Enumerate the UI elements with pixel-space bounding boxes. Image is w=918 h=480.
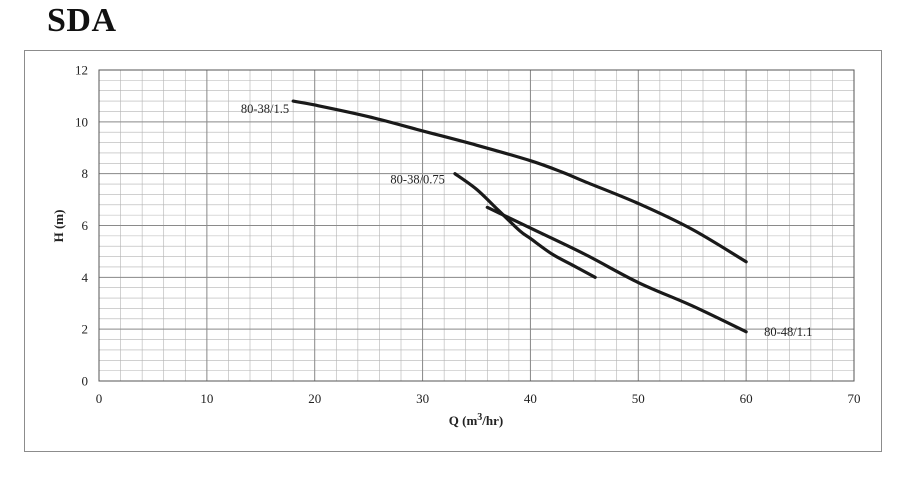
x-tick-label: 50 [632,391,645,406]
y-tick-label: 6 [82,218,89,233]
y-tick-label: 10 [75,114,88,129]
series-line-2 [453,172,597,279]
x-axis-label-post: /hr) [481,413,503,428]
x-axis-label-sup: 3 [477,412,482,423]
x-tick-labels: 0 10 20 30 40 50 60 70 [96,391,861,406]
series-line-3 [485,205,748,334]
x-tick-label: 0 [96,391,103,406]
series-labels: 80-38/1.5 80-38/0.75 80-48/1.1 [241,102,813,339]
x-tick-label: 20 [308,391,321,406]
series-lines [291,99,748,334]
x-tick-label: 10 [200,391,213,406]
x-tick-label: 40 [524,391,537,406]
plot-area-border [98,69,855,382]
y-tick-labels: 0 2 4 6 8 10 12 [75,63,89,389]
x-axis-label-pre: Q (m [449,413,478,428]
chart-frame [24,50,882,452]
series-label-3: 80-48/1.1 [764,325,812,339]
y-tick-label: 8 [82,166,89,181]
y-tick-label: 4 [82,270,89,285]
x-axis-label: Q (m3/hr) [449,412,503,428]
x-tick-label: 60 [740,391,753,406]
x-tick-label: 30 [416,391,429,406]
y-tick-label: 2 [82,322,89,337]
series-label-1: 80-38/1.5 [241,102,289,116]
y-axis-label: H (m) [51,210,66,243]
y-tick-label: 12 [75,63,88,78]
series-label-2: 80-38/0.75 [390,173,445,187]
page-title: SDA [47,2,117,39]
major-grid [98,69,855,382]
series-line-1 [291,99,748,264]
x-tick-label: 70 [848,391,861,406]
y-tick-label: 0 [82,374,89,389]
